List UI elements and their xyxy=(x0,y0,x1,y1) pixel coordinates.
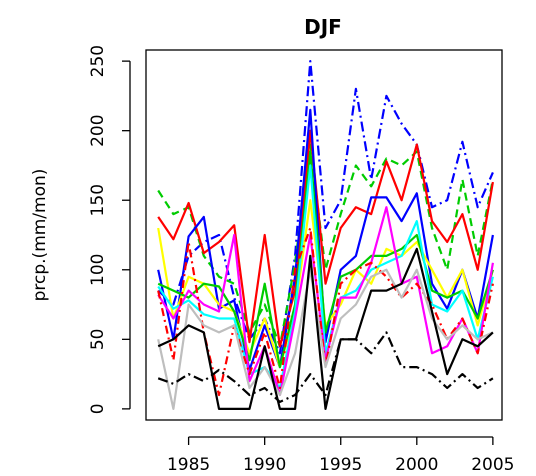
series-line-11 xyxy=(157,247,494,410)
x-tick-label: 1995 xyxy=(319,455,362,475)
series-layer xyxy=(157,59,494,410)
y-tick-label: 100 xyxy=(88,254,108,286)
series-line-1 xyxy=(157,59,494,355)
series-line-3 xyxy=(157,129,494,348)
series-line-6 xyxy=(157,150,494,369)
x-tick-label: 1985 xyxy=(167,455,210,475)
y-tick-label: 50 xyxy=(88,329,108,351)
series-line-9 xyxy=(157,226,494,397)
plot-frame xyxy=(145,49,503,421)
series-line-10 xyxy=(157,268,494,410)
x-axis: 1985 1990 1995 2000 2005 xyxy=(167,436,515,475)
y-tick-label: 200 xyxy=(88,114,108,146)
x-tick-label: 1990 xyxy=(243,455,286,475)
x-tick-label: 2005 xyxy=(471,455,514,475)
x-tick-label: 2000 xyxy=(395,455,438,475)
y-tick-label: 250 xyxy=(88,45,108,77)
y-tick-label: 0 xyxy=(88,403,108,414)
series-line-12 xyxy=(157,331,494,403)
y-axis: 0 50 100 150 200 250 xyxy=(88,45,131,414)
y-axis-label: prcp.(mm/mon) xyxy=(30,169,50,302)
y-tick-label: 150 xyxy=(88,184,108,216)
chart-title: DJF xyxy=(304,15,342,39)
